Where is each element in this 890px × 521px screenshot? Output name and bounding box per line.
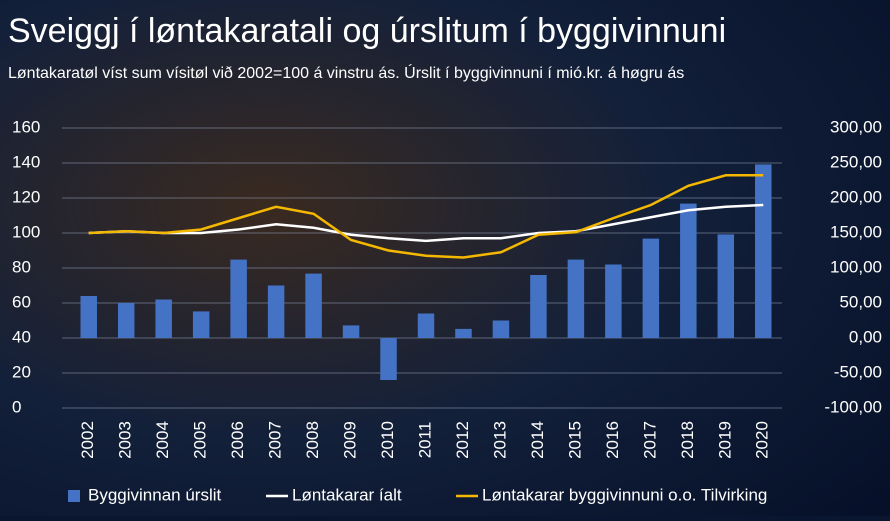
- bar: [117, 303, 135, 338]
- bar: [530, 275, 547, 338]
- line: [88, 203, 764, 243]
- y2-tick-label: 300,00: [830, 117, 882, 136]
- bar: [455, 328, 472, 338]
- legend-label: Løntakarar byggivinnuni o.o. Tilvirking: [482, 485, 767, 504]
- bar: [417, 313, 435, 338]
- legend-swatch: [68, 490, 80, 502]
- bar: [342, 325, 360, 338]
- y-tick-label: 160: [12, 117, 40, 136]
- y2-tick-label: 0,00: [849, 327, 882, 346]
- bar: [567, 259, 585, 338]
- x-tick-label: 2007: [266, 421, 285, 459]
- x-tick-label: 2020: [753, 421, 772, 459]
- x-tick-label: 2004: [153, 421, 172, 459]
- x-tick-label: 2019: [715, 421, 734, 459]
- y2-tick-label: -50,00: [834, 362, 882, 381]
- bar: [230, 259, 247, 338]
- bar: [755, 164, 772, 338]
- bar: [80, 296, 97, 338]
- x-tick-label: 2012: [453, 421, 472, 459]
- bar: [642, 238, 660, 338]
- bar: [717, 234, 735, 338]
- y-tick-label: 140: [12, 152, 40, 171]
- legend-label: Byggivinnan úrslit: [88, 485, 222, 504]
- bar: [380, 338, 397, 380]
- y-tick-label: 0: [12, 397, 21, 416]
- y2-tick-label: 50,00: [839, 292, 882, 311]
- y-tick-label: 80: [12, 257, 31, 276]
- x-tick-label: 2016: [603, 421, 622, 459]
- y-tick-label: 40: [12, 327, 31, 346]
- bar: [192, 311, 210, 338]
- chart-subtitle: Løntakaratøl víst sum vísitøl við 2002=1…: [8, 63, 684, 82]
- x-tick-label: 2018: [678, 421, 697, 459]
- chart-title: Sveiggj í løntakaratali og úrslitum í by…: [8, 12, 726, 50]
- x-tick-label: 2002: [78, 421, 97, 459]
- bar: [492, 320, 510, 338]
- line: [88, 174, 764, 259]
- bar: [155, 299, 172, 338]
- bar: [267, 285, 285, 338]
- y2-tick-label: 200,00: [830, 187, 882, 206]
- y-tick-label: 120: [12, 187, 40, 206]
- x-tick-label: 2017: [640, 421, 659, 459]
- x-tick-label: 2008: [303, 421, 322, 459]
- bar: [680, 203, 697, 338]
- x-tick-label: 2013: [490, 421, 509, 459]
- x-tick-label: 2011: [415, 422, 434, 459]
- legend-label: Løntakarar íalt: [292, 485, 402, 504]
- bar: [605, 264, 622, 338]
- x-tick-label: 2003: [116, 421, 135, 459]
- y2-tick-label: 150,00: [830, 222, 882, 241]
- x-tick-label: 2010: [378, 421, 397, 459]
- y-tick-label: 100: [12, 222, 40, 241]
- y-tick-label: 60: [12, 292, 31, 311]
- x-tick-label: 2014: [528, 421, 547, 459]
- x-tick-label: 2005: [191, 421, 210, 459]
- x-tick-label: 2009: [341, 421, 360, 459]
- y-tick-label: 20: [12, 362, 31, 381]
- y2-tick-label: 250,00: [830, 152, 882, 171]
- y2-tick-label: 100,00: [830, 257, 882, 276]
- bar: [305, 273, 322, 338]
- y2-tick-label: -100,00: [824, 397, 882, 416]
- x-tick-label: 2015: [565, 421, 584, 459]
- x-tick-label: 2006: [228, 421, 247, 459]
